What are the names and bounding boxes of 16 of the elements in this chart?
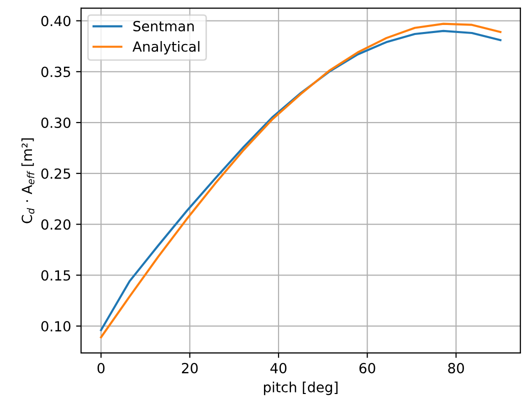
y-tick-label: 0.10 (41, 321, 70, 332)
x-tick-label: 20 (182, 362, 198, 374)
y-tick-label: 0.25 (41, 168, 70, 179)
y-tick-label: 0.40 (41, 16, 70, 26)
legend-label: Analytical (132, 41, 200, 54)
y-tick-label: 0.20 (41, 219, 70, 230)
x-tick-label: 40 (270, 362, 286, 374)
y-axis-title: C$_{d}$ · A$_{eff}$ [m²] (21, 138, 34, 224)
x-tick-label: 80 (448, 362, 464, 374)
x-tick-label: 0 (98, 362, 105, 374)
x-tick-label: 60 (359, 362, 376, 374)
y-tick-label: 0.15 (41, 270, 70, 281)
legend-label: Sentman (133, 20, 194, 32)
y-tick-label: 0.30 (41, 118, 70, 128)
x-axis-title: pitch [deg] (264, 382, 338, 396)
y-tick-label: 0.35 (41, 66, 70, 78)
